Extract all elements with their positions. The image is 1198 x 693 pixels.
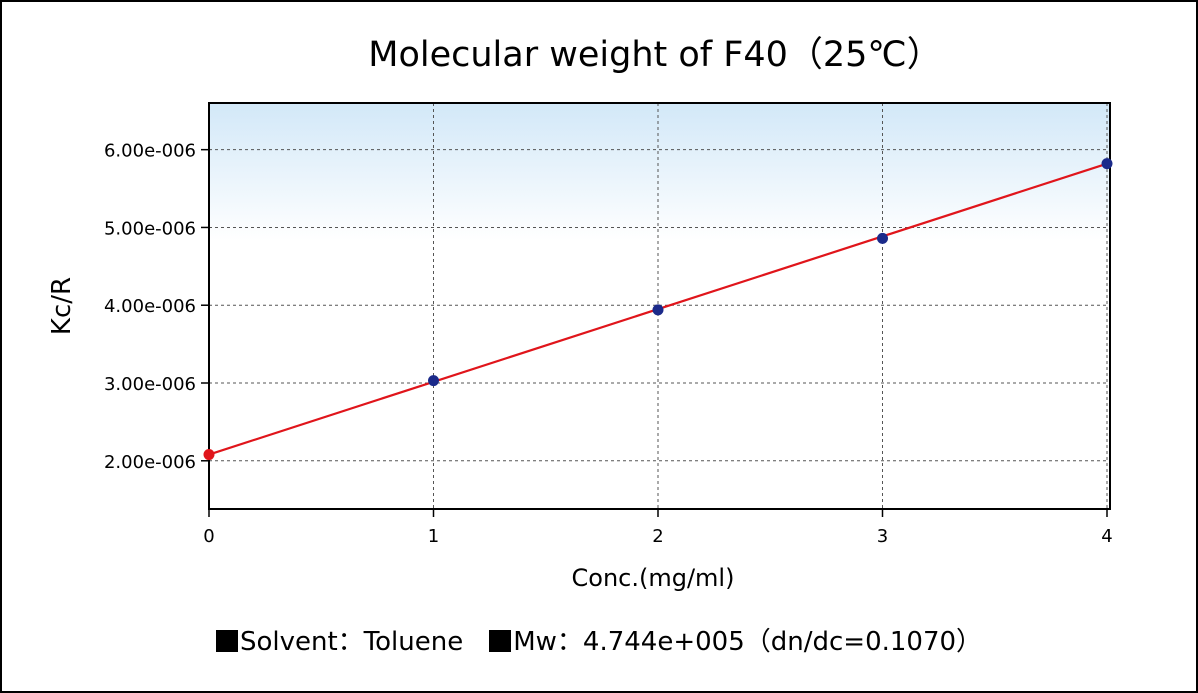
mw-bullet-square bbox=[489, 630, 512, 652]
x-tick-label-0: 0 bbox=[203, 526, 214, 547]
y-axis-label: Kc/R bbox=[47, 277, 77, 335]
data-point-1 bbox=[652, 304, 664, 316]
plot-border bbox=[208, 102, 1111, 510]
x-axis-label: Conc.(mg/ml) bbox=[572, 564, 735, 592]
intercept-point bbox=[203, 449, 215, 461]
data-point-0 bbox=[428, 375, 439, 387]
chart-title: Molecular weight of F40（25℃） bbox=[368, 35, 941, 75]
x-tick-label-3: 3 bbox=[877, 526, 888, 547]
y-tick-label-4: 6.00e-006 bbox=[104, 141, 196, 162]
y-tick-label-1: 3.00e-006 bbox=[104, 374, 196, 395]
x-tick-label-4: 4 bbox=[1101, 526, 1112, 547]
axis-ticks: 2.00e-006 3.00e-006 4.00e-006 5.00e-006 6.00… bbox=[104, 141, 1113, 547]
data-point-2 bbox=[877, 232, 888, 244]
y-tick-label-0: 2.00e-006 bbox=[104, 452, 196, 473]
solvent-label: Solvent：Toluene bbox=[239, 627, 464, 657]
x-tick-label-1: 1 bbox=[428, 526, 439, 547]
data-point-3 bbox=[1101, 158, 1113, 170]
mw-label: Mw：4.744e+005（dn/dc=0.1070） bbox=[513, 627, 983, 657]
y-tick-label-2: 4.00e-006 bbox=[104, 296, 196, 317]
y-tick-label-3: 5.00e-006 bbox=[104, 218, 196, 239]
chart-footer: Solvent：Toluene Mw：4.744e+005（dn/dc=0.107… bbox=[0, 621, 1198, 658]
x-tick-label-2: 2 bbox=[652, 526, 663, 547]
data-marks bbox=[203, 158, 1113, 461]
solvent-bullet-square bbox=[215, 630, 238, 652]
